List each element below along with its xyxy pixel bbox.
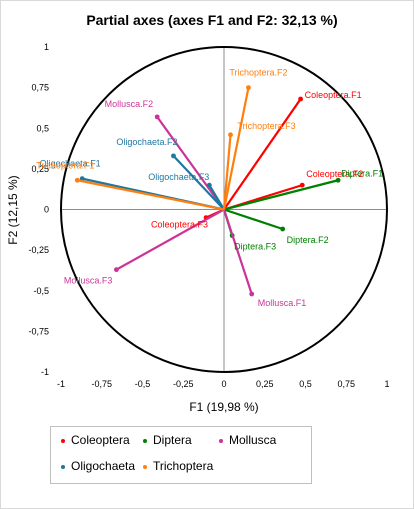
loading-point <box>154 114 160 120</box>
point-label: Diptera.F3 <box>234 242 276 252</box>
loading-vector <box>156 116 225 211</box>
legend-marker <box>61 464 65 469</box>
x-tick-label: 0,75 <box>337 379 355 389</box>
point-label: Mollusca.F3 <box>64 276 113 286</box>
legend-item: Mollusca <box>219 433 276 447</box>
point-label: Oligochaeta.F2 <box>116 137 177 147</box>
x-tick-label: -0,75 <box>91 379 112 389</box>
loading-vector <box>208 184 225 211</box>
y-axis-label: F2 (12,15 %) <box>6 175 20 244</box>
loading-vector <box>115 208 225 271</box>
loading-vector <box>77 179 225 211</box>
legend-item: Oligochaeta <box>61 459 135 473</box>
point-label: Coleoptera.F1 <box>305 90 362 100</box>
loading-point <box>298 96 304 102</box>
point-label: Trichoptera.F1 <box>36 160 94 170</box>
loading-point <box>74 177 80 183</box>
loading-point <box>249 291 255 297</box>
legend-label: Coleoptera <box>71 433 130 447</box>
y-tick-label: 0,25 <box>31 164 49 174</box>
loading-point <box>171 153 176 159</box>
x-tick-label: -0,5 <box>135 379 151 389</box>
legend-label: Mollusca <box>229 433 277 447</box>
loading-point <box>299 182 305 188</box>
loading-point <box>206 182 212 188</box>
x-tick-label: -0,25 <box>173 379 194 389</box>
loading-vector <box>222 87 250 210</box>
x-tick-label: -1 <box>57 379 65 389</box>
legend-label: Diptera <box>153 433 192 447</box>
vectors-layer: Coleoptera.F1 Coleoptera.F2 Coleoptera.F3 D… <box>36 68 383 308</box>
legend-marker <box>219 438 223 443</box>
y-tick-label: -1 <box>41 367 49 377</box>
legend-label: Oligochaeta <box>71 459 136 473</box>
loading-point <box>79 176 85 182</box>
loading-point <box>335 177 341 183</box>
correlation-circle <box>60 46 388 373</box>
legend-label: Trichoptera <box>153 459 214 473</box>
y-tick-label: 1 <box>44 42 49 52</box>
loading-point <box>246 85 251 91</box>
loading-point <box>280 226 286 232</box>
x-tick-label: 0,5 <box>299 379 312 389</box>
loading-vector <box>172 155 225 211</box>
point-label: Diptera.F1 <box>341 168 383 178</box>
legend-marker <box>143 438 147 443</box>
axes-layer: -1 -0,75 -0,5 -0,25 0 0,25 0,5 0,75 1 1 0,75 0,5 0,2… <box>28 42 389 389</box>
x-axis-label: F1 (19,98 %) <box>189 400 258 414</box>
x-tick-label: 0 <box>221 379 226 389</box>
loading-point <box>228 132 233 138</box>
legend-item: Coleoptera <box>61 433 130 447</box>
point-label: Coleoptera.F3 <box>151 220 208 230</box>
point-label: Diptera.F2 <box>287 235 329 245</box>
loading-vector <box>223 98 302 211</box>
point-label: Trichoptera.F3 <box>237 121 295 131</box>
y-tick-label: 0 <box>44 205 49 215</box>
loading-vector <box>223 208 284 231</box>
loading-point <box>114 267 119 273</box>
x-tick-label: 1 <box>384 379 389 389</box>
y-tick-label: -0,5 <box>33 286 49 296</box>
y-tick-label: -0,25 <box>28 245 49 255</box>
point-label: Mollusca.F1 <box>258 298 307 308</box>
loading-vector <box>223 179 339 211</box>
y-tick-label: -0,75 <box>28 326 49 336</box>
loading-vector <box>222 134 232 210</box>
chart-title: Partial axes (axes F1 and F2: 32,13 %) <box>86 12 337 28</box>
legend-marker <box>61 438 65 443</box>
point-label: Coleoptera.F2 <box>306 169 363 179</box>
loading-vector <box>222 209 253 295</box>
y-tick-label: 0,75 <box>31 83 49 93</box>
legend-item: Trichoptera <box>143 459 213 473</box>
x-tick-label: 0,25 <box>256 379 274 389</box>
legend: Coleoptera Diptera Mollusca Oligochaeta Tric… <box>50 426 312 484</box>
point-label: Trichoptera.F2 <box>229 68 287 78</box>
legend-marker <box>143 464 147 469</box>
point-label: Mollusca.F2 <box>105 99 154 109</box>
legend-item: Diptera <box>143 433 192 447</box>
point-label: Oligochaeta.F1 <box>40 159 101 169</box>
point-label: Oligochaeta.F3 <box>148 172 209 182</box>
y-tick-label: 0,5 <box>36 123 49 133</box>
